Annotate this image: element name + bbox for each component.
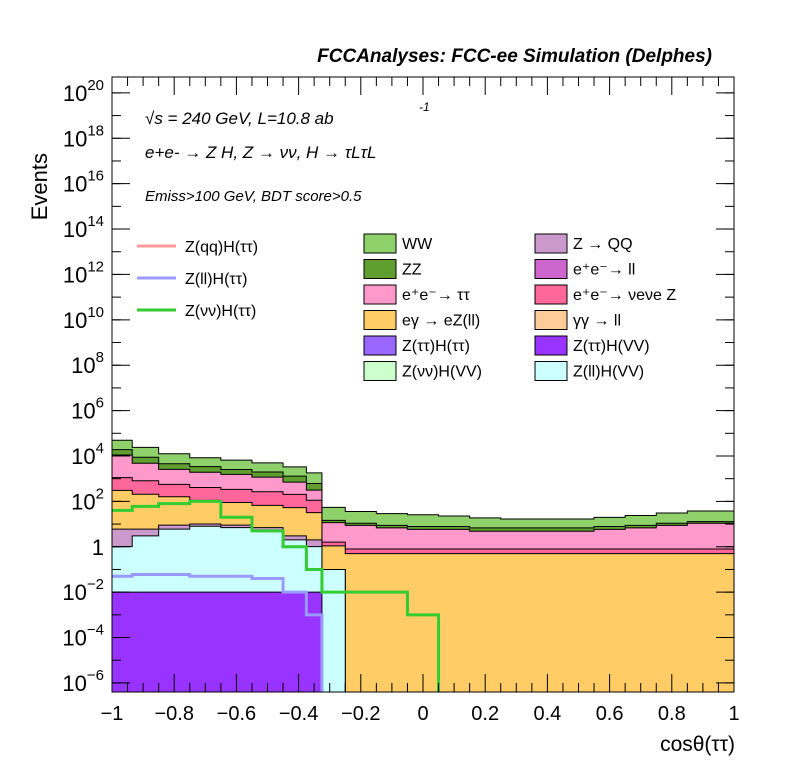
stack-legend-swatch xyxy=(534,335,568,356)
stack-legend-label: Z(νν)H(VV) xyxy=(402,364,482,381)
stack-legend-label: Z(ll)H(VV) xyxy=(573,364,644,381)
plot-area xyxy=(112,439,734,692)
stack-legend-swatch xyxy=(534,233,568,254)
stack-legend-label: Z(ττ)H(ττ) xyxy=(402,338,470,355)
y-tick-label: 10−4 xyxy=(62,622,104,651)
stack-legend: WW Z → QQ ZZ e⁺e⁻→ ll e⁺e⁻→ ττ e⁺e⁻→ νeνe Z eγ… xyxy=(363,233,676,381)
annotation-process: e+e- → Z H, Z → νν, H → τLτL xyxy=(145,143,376,162)
annotation-cuts: Emiss>100 GeV, BDT score>0.5 xyxy=(145,188,362,205)
x-tick-label: 0.6 xyxy=(596,703,624,725)
line-legend-label: Z(ll)H(ττ) xyxy=(185,271,247,288)
x-tick-label: 0 xyxy=(417,703,428,725)
stack-legend-label: γγ → ll xyxy=(573,313,621,330)
y-axis-label: Events xyxy=(27,153,52,220)
x-tick-label: −1 xyxy=(101,703,124,725)
x-tick-label: −0.6 xyxy=(217,703,256,725)
stack-legend-swatch xyxy=(534,310,568,330)
stack-legend-swatch xyxy=(363,310,397,330)
y-tick-label: 1014 xyxy=(63,213,104,242)
stack-legend-label: WW xyxy=(402,236,433,253)
annotation-lumi-exponent: -1 xyxy=(419,100,430,114)
stack-area-0 xyxy=(112,591,323,692)
y-tick-label: 104 xyxy=(71,440,104,469)
y-tick-label: 108 xyxy=(71,349,104,378)
signal-line-0 xyxy=(112,499,441,692)
y-tick-label: 1010 xyxy=(63,304,104,333)
chart-title: FCCAnalyses: FCC-ee Simulation (Delphes) xyxy=(317,46,712,67)
annotation-energy-lumi: √s = 240 GeV, L=10.8 ab xyxy=(145,109,334,128)
stack-legend-swatch xyxy=(363,361,397,381)
y-tick-label: 10−2 xyxy=(62,576,104,605)
signal-line-1 xyxy=(112,572,324,692)
stack-legend-label: Z → QQ xyxy=(573,236,633,253)
x-tick-label: −0.4 xyxy=(279,703,318,725)
x-tick-label: 0.2 xyxy=(471,703,499,725)
line-legend: Z(qq)H(ττ) Z(ll)H(ττ) Z(νν)H(ττ) xyxy=(137,239,258,320)
axes: −1 −0.8 −0.6 −0.4 −0.2 0 0.2 0.4 0.6 0.8 1 1020 1018… xyxy=(62,77,739,725)
line-legend-label: Z(νν)H(ττ) xyxy=(185,303,256,320)
stack-legend-label: e⁺e⁻→ ττ xyxy=(402,287,470,304)
stack-legend-swatch xyxy=(363,335,397,356)
y-tick-label: 10−6 xyxy=(62,667,104,696)
x-tick-label: −0.2 xyxy=(341,703,380,725)
y-tick-label: 1012 xyxy=(63,258,104,287)
stack-legend-swatch xyxy=(363,233,397,254)
x-axis-label: cosθ(ττ) xyxy=(660,733,735,756)
stack-legend-label: ZZ xyxy=(402,262,422,279)
stack-legend-swatch xyxy=(363,284,397,305)
line-legend-label: Z(qq)H(ττ) xyxy=(185,239,258,256)
stack-legend-swatch xyxy=(363,259,397,279)
stack-legend-label: e⁺e⁻→ νeνe Z xyxy=(573,287,676,304)
x-tick-label: 0.8 xyxy=(658,703,686,725)
stack-legend-label: eγ → eZ(ll) xyxy=(402,313,480,330)
stack-legend-swatch xyxy=(534,259,568,279)
y-tick-label: 1018 xyxy=(63,122,104,151)
stack-legend-label: e⁺e⁻→ ll xyxy=(573,262,635,279)
stack-legend-swatch xyxy=(534,361,568,381)
y-tick-label: 1016 xyxy=(63,168,104,197)
y-tick-label: 106 xyxy=(71,395,104,424)
x-tick-label: −0.8 xyxy=(154,703,193,725)
x-tick-label: 1 xyxy=(728,703,739,725)
y-tick-label: 1020 xyxy=(63,77,104,106)
y-tick-label: 1 xyxy=(92,535,104,560)
stack-legend-label: Z(ττ)H(VV) xyxy=(573,338,650,355)
y-tick-label: 102 xyxy=(71,485,104,514)
x-tick-label: 0.4 xyxy=(533,703,561,725)
stack-legend-swatch xyxy=(534,284,568,305)
